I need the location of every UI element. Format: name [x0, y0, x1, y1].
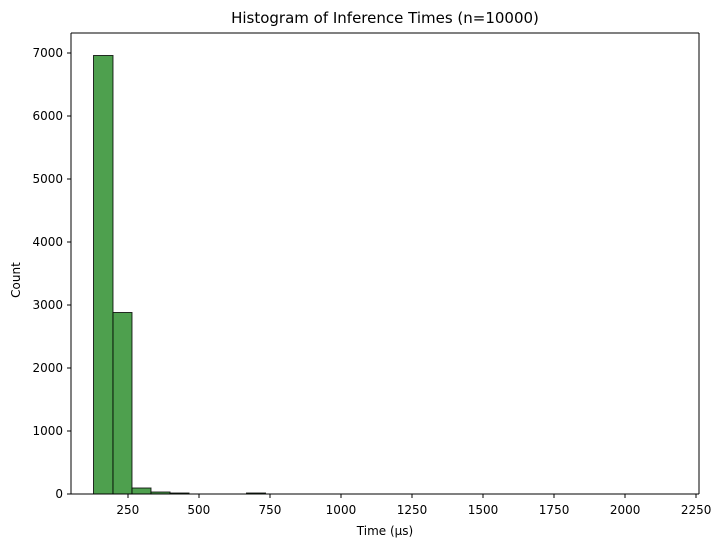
y-tick-label: 5000	[32, 172, 63, 186]
x-tick-label: 1000	[326, 503, 357, 517]
plot-background	[71, 33, 699, 494]
x-tick-label: 2250	[681, 503, 712, 517]
y-tick-label: 0	[55, 487, 63, 501]
y-axis-title: Count	[9, 262, 23, 298]
ticks: 250 500 750 1000 1250 1500 1750 2000 2250 0 1000 20…	[32, 46, 711, 517]
x-tick-label: 1750	[539, 503, 570, 517]
y-tick-label: 1000	[32, 424, 63, 438]
y-tick-label: 6000	[32, 109, 63, 123]
axes	[70, 32, 700, 495]
x-tick-label: 250	[116, 503, 139, 517]
plot-area	[71, 33, 699, 494]
x-tick-label: 500	[187, 503, 210, 517]
histogram-bar	[112, 312, 133, 495]
x-tick-label: 1250	[397, 503, 428, 517]
histogram-bar	[93, 55, 114, 495]
y-tick-label: 4000	[32, 235, 63, 249]
x-tick-label: 750	[258, 503, 281, 517]
y-tick-label: 3000	[32, 298, 63, 312]
histogram-bar	[131, 487, 152, 495]
y-tick-label: 2000	[32, 361, 63, 375]
x-axis-title: Time (µs)	[356, 524, 413, 538]
y-tick-label: 7000	[32, 46, 63, 60]
x-tick-label: 1500	[468, 503, 499, 517]
chart-title: Histogram of Inference Times (n=10000)	[231, 9, 539, 27]
x-tick-label: 2000	[610, 503, 641, 517]
